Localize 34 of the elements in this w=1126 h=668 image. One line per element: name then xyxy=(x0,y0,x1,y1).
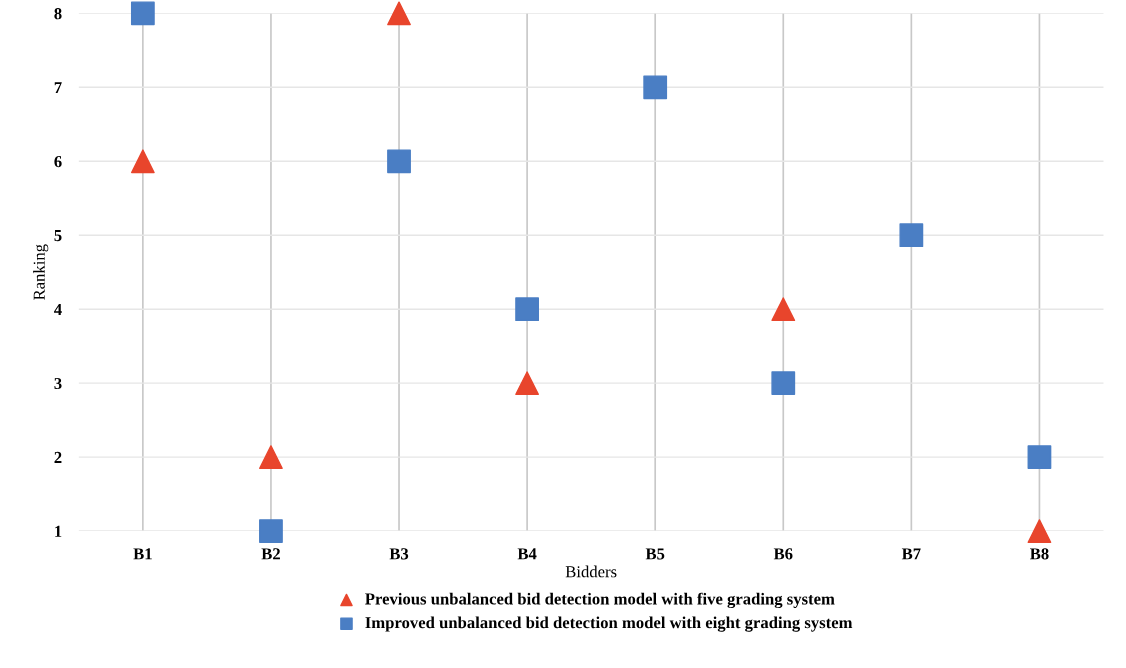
point xyxy=(130,1,155,26)
point xyxy=(387,149,411,174)
point xyxy=(387,1,411,26)
point xyxy=(259,519,283,543)
x-tick-label: B2 xyxy=(261,548,280,560)
x-tick-label: B4 xyxy=(517,548,537,560)
y-tick-label: 1 xyxy=(55,525,62,537)
x-tick-label: B8 xyxy=(1029,548,1049,560)
point xyxy=(899,223,924,248)
y-tick-label: 5 xyxy=(54,230,62,242)
y-tick-label: 3 xyxy=(54,377,62,390)
x-tick-label: B7 xyxy=(901,548,921,560)
point xyxy=(1027,519,1052,543)
point xyxy=(515,297,540,322)
point xyxy=(643,75,668,100)
legend-label: Improved unbalanced bid detection model with eight grading system xyxy=(365,616,853,632)
y-tick-label: 4 xyxy=(54,304,62,315)
y-tick-label: 6 xyxy=(54,156,62,168)
y-tick-label: 7 xyxy=(54,82,62,94)
x-tick-label: B5 xyxy=(645,548,665,560)
x-axis-title: Bidders xyxy=(565,565,617,578)
y-tick-label: 2 xyxy=(54,451,62,463)
point xyxy=(515,371,540,396)
x-tick-label: B6 xyxy=(773,548,793,560)
x-tick-label: B3 xyxy=(389,548,409,560)
point xyxy=(1027,445,1052,469)
y-tick-label: 8 xyxy=(54,8,62,20)
x-tick-label: B1 xyxy=(133,548,152,560)
point xyxy=(771,371,796,396)
point xyxy=(771,297,796,322)
point xyxy=(259,445,283,469)
y-axis-title: Ranking xyxy=(33,244,49,300)
point xyxy=(130,149,155,174)
legend-label: Previous unbalanced bid detection model with five grading system xyxy=(365,592,835,609)
